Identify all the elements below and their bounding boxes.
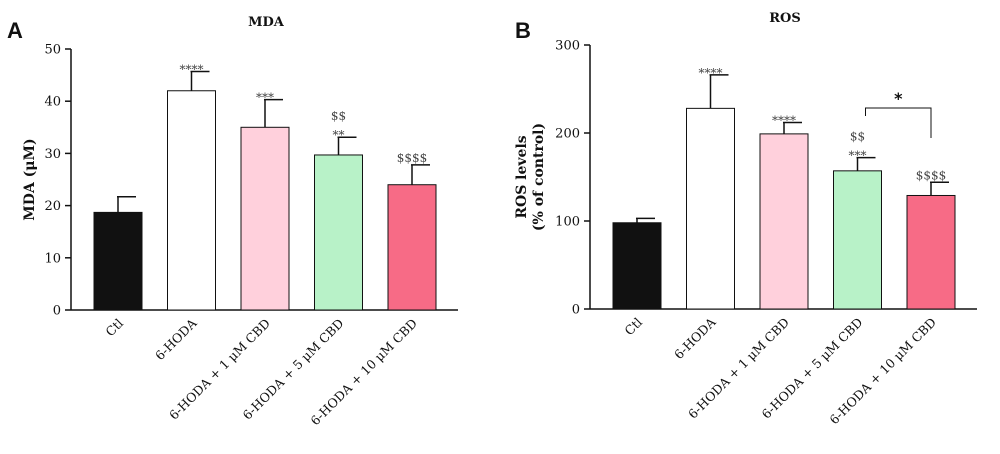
- comparison-label: *: [894, 89, 903, 108]
- bar-2: [167, 90, 216, 311]
- category-label: Ctl: [621, 315, 645, 339]
- y-tick-label: 10: [44, 251, 61, 266]
- chart-title: MDA: [248, 15, 285, 30]
- bar-4: [833, 170, 882, 310]
- significance-label: ***: [256, 91, 274, 105]
- y-tick-label: 200: [555, 127, 580, 142]
- panel-letter: A: [7, 18, 23, 43]
- bar-1: [93, 211, 143, 311]
- bar-3: [759, 133, 809, 310]
- y-tick-label: 30: [44, 147, 61, 162]
- y-tick-label: 20: [44, 199, 61, 214]
- significance-label: $$$$: [916, 168, 947, 182]
- significance-label: ****: [699, 66, 723, 80]
- significance-label: **: [333, 128, 345, 142]
- category-label: 6-HODA: [152, 315, 200, 363]
- y-tick-label: 0: [572, 303, 580, 318]
- bar-3: [240, 126, 290, 311]
- significance-label: ****: [772, 113, 796, 127]
- significance-label: $$$$: [397, 151, 428, 165]
- bar-1: [612, 222, 662, 310]
- bar-4: [314, 154, 363, 311]
- y-tick-label: 40: [44, 95, 61, 110]
- significance-label: ****: [180, 62, 204, 76]
- bar-2: [686, 107, 735, 310]
- significance-label: $$: [850, 130, 865, 144]
- bar-5: [387, 184, 437, 311]
- category-label: 6-HODA: [671, 314, 719, 362]
- y-tick-label: 50: [44, 43, 61, 58]
- y-tick-label: 100: [555, 215, 580, 230]
- y-axis-label: MDA (μM): [22, 138, 38, 220]
- panel-b: B ROS ROS levels(% of control) 0 100 200 300 Ct…: [514, 11, 977, 427]
- comparison-bracket: [865, 107, 932, 138]
- bar-5: [906, 194, 956, 310]
- significance-label: $$: [331, 109, 346, 123]
- category-label: Ctl: [102, 316, 126, 340]
- panel-letter: B: [515, 18, 531, 43]
- y-axis-label: ROS levels(% of control): [514, 123, 547, 231]
- significance-label: ***: [849, 149, 867, 163]
- chart-title: ROS: [769, 11, 801, 26]
- y-tick-label: 300: [555, 39, 580, 54]
- y-tick-label: 0: [53, 304, 61, 319]
